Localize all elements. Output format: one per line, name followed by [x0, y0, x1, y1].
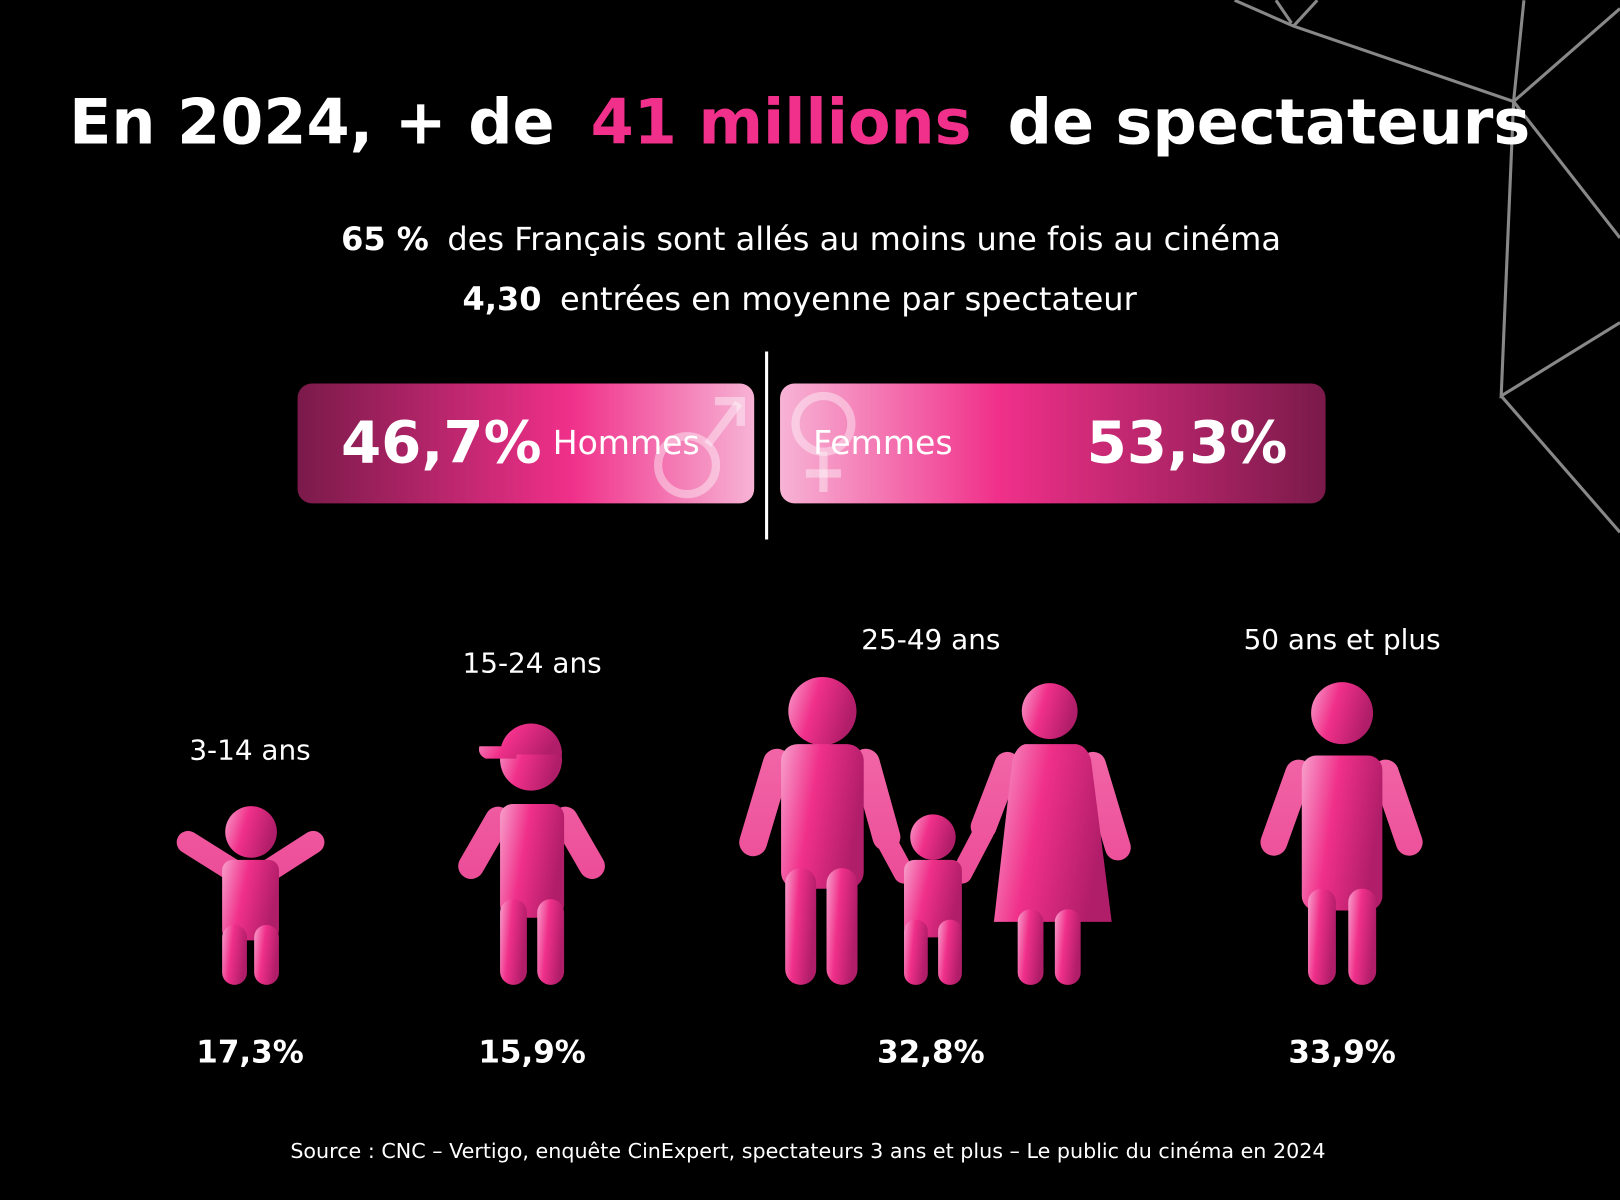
figure-part	[904, 919, 928, 985]
figure-part	[826, 868, 858, 985]
figure-part	[500, 804, 565, 918]
decor-line	[1512, 7, 1620, 103]
figure-part	[500, 899, 527, 985]
figure-part	[222, 924, 247, 985]
figure-part	[1017, 909, 1044, 985]
figure-part	[254, 924, 279, 985]
age-value: 32,8%	[877, 1035, 985, 1071]
stat-text: entrées en moyenne par spectateur	[560, 280, 1138, 318]
stat-line: 65 % des Français sont allés au moins un…	[341, 220, 1281, 258]
decor-lines	[1234, 0, 1620, 534]
gender-label: Femmes	[813, 423, 952, 462]
title-part: de spectateurs	[1008, 85, 1531, 158]
figure-part	[874, 826, 915, 884]
figure-part	[537, 899, 565, 985]
figure-teen	[458, 723, 605, 985]
figure-part	[993, 744, 1112, 922]
icon-part	[653, 432, 721, 499]
decor-line	[1234, 0, 1526, 104]
title-part: En 2024, + de	[69, 85, 554, 158]
source: Source : CNC – Vertigo, enquête CinExper…	[290, 1139, 1325, 1163]
figure-part	[904, 859, 962, 938]
figure-part	[1311, 682, 1374, 745]
figure-part	[1054, 909, 1081, 985]
age-value: 15,9%	[478, 1035, 585, 1071]
figure-part	[1307, 888, 1336, 985]
figure-part	[785, 868, 817, 985]
gender-bar	[297, 383, 755, 504]
age-value: 17,3%	[196, 1035, 304, 1071]
age-label: 50 ans et plus	[1244, 623, 1441, 656]
figure-part	[739, 748, 791, 857]
figure-part	[1348, 888, 1377, 985]
figure-part	[1301, 755, 1383, 911]
figure-part	[938, 919, 962, 985]
icon-part	[704, 400, 743, 447]
age-label: 15-24 ans	[463, 647, 602, 680]
figure-part	[1080, 751, 1131, 861]
gender-value: 46,7%	[341, 409, 542, 477]
figure-part	[781, 744, 864, 889]
figure-part	[851, 748, 901, 852]
figure-part	[1372, 759, 1423, 856]
age-value: 33,9%	[1288, 1035, 1396, 1071]
gender-label: Hommes	[553, 423, 700, 462]
decor-line	[1500, 394, 1620, 534]
figure-part	[552, 806, 605, 879]
title: En 2024, + de 41 millions de spectateurs	[69, 85, 1530, 158]
male-icon	[653, 396, 745, 499]
icon-part	[714, 396, 745, 426]
figure-part	[788, 676, 857, 746]
figure-part	[910, 814, 956, 860]
figure-part	[222, 859, 279, 941]
age-label: 25-49 ans	[861, 623, 1000, 656]
decor-line	[1292, 0, 1319, 28]
figure-part	[478, 723, 563, 759]
stat-text: des Français sont allés au moins une foi…	[447, 220, 1281, 258]
figure-part	[1260, 759, 1313, 856]
decor-line	[1274, 0, 1293, 24]
figure-part	[970, 751, 1021, 840]
figure-child	[176, 806, 325, 985]
stat-value: 65 %	[341, 220, 429, 258]
stat-value: 4,30	[463, 280, 542, 318]
gender-value: 53,3%	[1087, 409, 1288, 477]
icon-part	[791, 391, 856, 456]
figure-part	[458, 806, 511, 879]
female-icon	[791, 391, 856, 493]
title-highlight: 41 millions	[591, 85, 972, 158]
stat-line: 4,30 entrées en moyenne par spectateur	[463, 280, 1138, 318]
figure-part	[225, 806, 277, 858]
gender-bar	[780, 383, 1326, 504]
age-label: 3-14 ans	[189, 733, 310, 766]
figure-adults	[739, 676, 1131, 985]
figure-part	[1021, 683, 1078, 739]
figure-senior	[1260, 682, 1423, 985]
decor-line	[1512, 100, 1620, 239]
